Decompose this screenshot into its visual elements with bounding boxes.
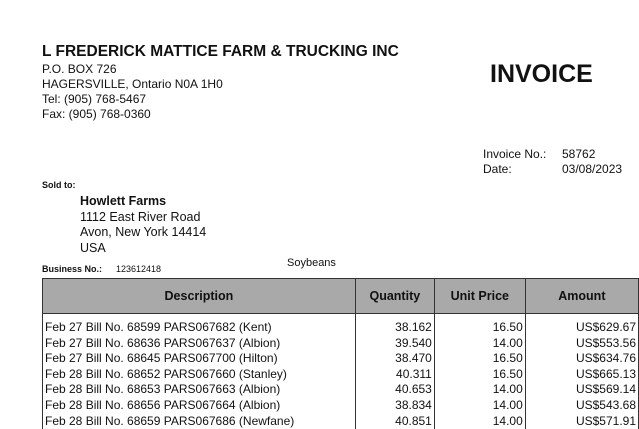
cell-description: Feb 28 Bill No. 68653 PARS067663 (Albion… (42, 382, 356, 398)
cell-unit-price: 14.00 (433, 335, 526, 352)
business-no-value: 123612418 (116, 264, 162, 274)
cell-amount: US$571.91 (524, 413, 639, 429)
table-row: Feb 28 Bill No. 68656 PARS067664 (Albion… (42, 397, 639, 414)
invoice-no-label: Invoice No.: (483, 147, 547, 161)
cell-quantity: 39.540 (354, 335, 435, 352)
buyer-name: Howlett Farms (80, 194, 167, 208)
cell-description: Feb 27 Bill No. 68636 PARS067637 (Albion… (42, 335, 356, 352)
seller-phone: Tel: (905) 768-5467 (42, 92, 147, 106)
date-label: Date: (483, 162, 512, 176)
cell-amount: US$569.14 (524, 382, 639, 398)
invoice-title: INVOICE (490, 60, 593, 88)
seller-name: L FREDERICK MATTICE FARM & TRUCKING INC (42, 43, 399, 60)
header-unit-price: Unit Price (433, 278, 526, 314)
sold-to-label: Sold to: (42, 180, 76, 190)
cell-unit-price: 14.00 (433, 413, 526, 429)
buyer-address-line: 1112 East River Road (80, 210, 201, 224)
cell-quantity: 40.653 (354, 382, 435, 398)
seller-address-line: HAGERSVILLE, Ontario N0A 1H0 (42, 77, 223, 91)
cell-quantity: 38.162 (354, 313, 435, 336)
table-header: Description Quantity Unit Price Amount (42, 278, 639, 314)
cell-description: Feb 27 Bill No. 68645 PARS067700 (Hilton… (42, 351, 356, 367)
cell-unit-price: 16.50 (433, 313, 526, 336)
cell-quantity: 38.834 (354, 397, 435, 414)
invoice-table: Description Quantity Unit Price Amount F… (42, 278, 639, 429)
invoice-date: 03/08/2023 (562, 162, 623, 176)
seller-fax: Fax: (905) 768-0360 (42, 107, 151, 121)
cell-quantity: 40.311 (354, 366, 435, 383)
invoice-no: 58762 (562, 147, 596, 161)
cell-unit-price: 16.50 (433, 366, 526, 383)
seller-address-line: P.O. BOX 726 (42, 62, 117, 76)
header-description: Description (42, 278, 356, 314)
table-row: Feb 27 Bill No. 68636 PARS067637 (Albion… (42, 335, 639, 352)
cell-amount: US$665.13 (524, 366, 639, 383)
business-no-label: Business No.: (42, 264, 103, 274)
product-name: Soybeans (287, 257, 336, 269)
cell-description: Feb 28 Bill No. 68652 PARS067660 (Stanle… (42, 366, 356, 383)
cell-amount: US$553.56 (524, 335, 639, 352)
cell-unit-price: 14.00 (433, 397, 526, 414)
table-row: Feb 28 Bill No. 68652 PARS067660 (Stanle… (42, 366, 639, 383)
buyer-address-line: Avon, New York 14414 (80, 225, 207, 239)
cell-amount: US$634.76 (524, 351, 639, 367)
cell-quantity: 40.851 (354, 413, 435, 429)
buyer-country: USA (80, 241, 106, 255)
table-row: Feb 28 Bill No. 68653 PARS067663 (Albion… (42, 382, 639, 398)
cell-unit-price: 16.50 (433, 351, 526, 367)
table-row: Feb 28 Bill No. 68659 PARS067686 (Newfan… (42, 413, 639, 429)
cell-quantity: 38.470 (354, 351, 435, 367)
cell-amount: US$629.67 (524, 313, 639, 336)
table-row: Feb 27 Bill No. 68599 PARS067682 (Kent) 3… (42, 313, 639, 336)
cell-description: Feb 28 Bill No. 68656 PARS067664 (Albion… (42, 397, 356, 414)
business-no: Business No.: 123612418 (42, 264, 161, 274)
header-amount: Amount (524, 278, 639, 314)
header-quantity: Quantity (354, 278, 435, 314)
cell-unit-price: 14.00 (433, 382, 526, 398)
cell-amount: US$543.68 (524, 397, 639, 414)
cell-description: Feb 27 Bill No. 68599 PARS067682 (Kent) (42, 313, 356, 336)
table-row: Feb 27 Bill No. 68645 PARS067700 (Hilton… (42, 351, 639, 367)
cell-description: Feb 28 Bill No. 68659 PARS067686 (Newfan… (42, 413, 356, 429)
